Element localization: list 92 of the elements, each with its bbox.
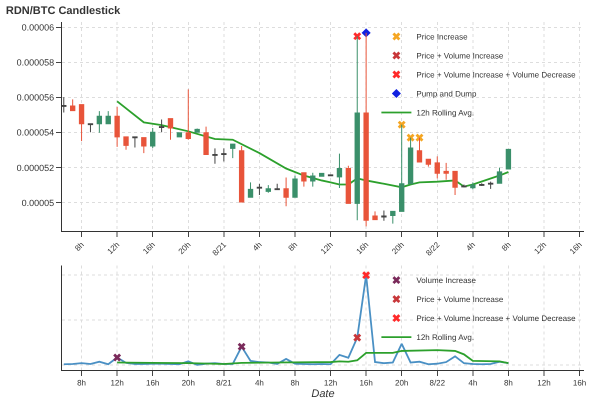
x-tick-label: 12h [110,378,124,388]
candlestick [248,182,254,198]
x-tick-label: 16h [146,378,160,388]
candlestick [266,184,271,194]
candlestick [426,158,432,168]
x-tick-label: 8h [286,240,300,253]
candlestick [496,167,502,184]
x-tick-label: 8h [77,378,86,388]
y-tick-label: 0.000056 [16,92,54,103]
x-tick-label: 8h [73,240,86,253]
x-tick-label: 20h [182,378,195,388]
candlestick [106,110,111,124]
x-tick-label: 4h [254,378,264,388]
candlestick [310,172,316,188]
x-tick-label: 8/21 [210,240,228,258]
legend-label: Price + Volume Increase + Volume Decrease [416,70,576,80]
candlestick [318,172,324,177]
y-tick-label: 0.00005 [22,198,54,208]
candlestick [203,126,209,155]
candlestick [283,176,289,207]
x-tick-label: 12h [106,240,122,256]
candlestick [256,183,262,196]
x-tick-label: 8h [500,240,513,253]
candlestick [372,210,378,220]
x-tick-label: 8/22 [424,240,442,258]
candlestick [70,98,76,112]
candlestick [443,162,449,180]
candlestick [301,172,307,188]
legend-label: Volume Increase [416,276,477,286]
candlestick [336,153,342,188]
candlestick [488,181,494,190]
candlestick [96,110,102,134]
candlestick [381,210,387,222]
x-tick-label: 20h [395,378,408,388]
legend-label: Price + Volume Increase + Volume Decrease [416,314,576,324]
x-tick-label: 12h [537,378,551,388]
candlestick [158,119,164,133]
candlestick [470,182,476,190]
chart-title: RDN/BTC Candlestick [6,4,122,17]
candlestick [186,88,191,140]
x-tick-label: 4h [251,240,264,253]
candlestick [62,96,66,114]
x-tick-label: 8/21 [216,378,232,388]
candlestick [434,156,440,179]
candlestick [78,104,84,142]
legend-label: 12h Rolling Avg. [416,333,474,342]
y-tick-label: 0.000058 [16,58,54,68]
candlestick [479,182,484,187]
x-tick-label: 16h [141,240,157,256]
candlestick [114,106,120,148]
candlestick [123,136,129,150]
candlestick [461,184,467,188]
candlestick [132,136,138,148]
x-tick-label: 8/22 [429,378,446,388]
x-tick-label: 4h [468,378,478,388]
x-tick-label: 12h [318,240,335,256]
candlestick [176,132,182,138]
legend-label: Pump and Dump [416,90,477,99]
y-tick-label: 0.00006 [22,22,54,32]
x-tick-label: 12h [532,240,548,256]
x-tick-label: 20h [176,240,193,256]
candlestick [452,170,458,196]
x-tick-label: 16h [354,240,370,256]
candlestick [292,175,298,198]
y-tick-label: 0.000052 [16,162,54,173]
candlestick [230,144,236,159]
candlestick [238,146,244,203]
candlestick [274,183,280,190]
legend-label: Price + Volume Increase [416,295,504,304]
x-tick-label: 4h [464,240,478,253]
candlestick [212,148,218,164]
legend-label: Price Increase [416,32,468,42]
x-axis-title: Date [311,388,335,400]
candlestick [141,137,146,154]
candlestick [168,118,174,140]
x-tick-label: 16h [568,240,584,256]
x-tick-label: 16h [572,378,586,388]
x-tick-label: 8h [290,378,300,388]
candlestick [390,210,396,224]
x-tick-label: 20h [390,240,406,256]
candlestick [150,127,156,148]
candlestick [221,148,227,162]
x-tick-label: 16h [359,378,373,388]
x-tick-label: 8h [504,378,513,388]
legend-label: 12h Rolling Avg. [416,108,474,118]
candlestick [346,165,352,204]
y-tick-label: 0.000054 [16,128,54,138]
candlestick [506,148,512,170]
x-tick-label: 12h [324,378,338,388]
candlestick [194,128,200,133]
legend-label: Price + Volume Increase [416,52,504,61]
candlestick [88,123,94,133]
